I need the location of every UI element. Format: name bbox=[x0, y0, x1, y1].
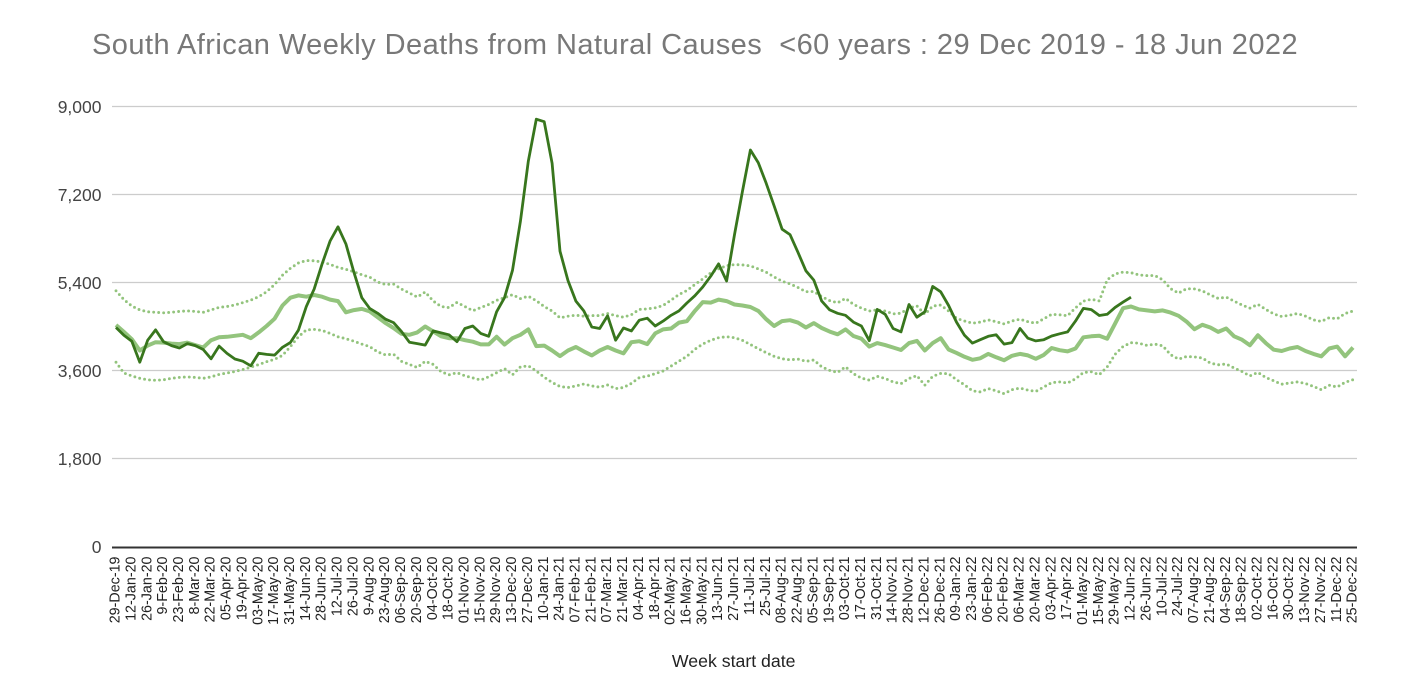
svg-text:1,800: 1,800 bbox=[58, 449, 102, 469]
svg-text:14-Jun-20: 14-Jun-20 bbox=[298, 556, 314, 620]
svg-text:03-Oct-21: 03-Oct-21 bbox=[837, 556, 853, 620]
svg-text:3,600: 3,600 bbox=[58, 361, 102, 381]
svg-text:28-Nov-21: 28-Nov-21 bbox=[901, 556, 917, 623]
svg-text:12-Dec-21: 12-Dec-21 bbox=[916, 556, 932, 623]
svg-text:25-Jul-21: 25-Jul-21 bbox=[758, 556, 774, 616]
svg-text:26-Jun-22: 26-Jun-22 bbox=[1139, 556, 1155, 620]
svg-text:21-Aug-22: 21-Aug-22 bbox=[1202, 556, 1218, 623]
svg-text:18-Apr-21: 18-Apr-21 bbox=[647, 556, 663, 620]
svg-text:29-May-22: 29-May-22 bbox=[1107, 556, 1123, 624]
svg-text:South African Weekly Deaths fr: South African Weekly Deaths from Natural… bbox=[92, 29, 1298, 61]
svg-text:08-Aug-21: 08-Aug-21 bbox=[774, 556, 790, 623]
svg-text:22-Mar-20: 22-Mar-20 bbox=[203, 556, 219, 622]
svg-text:06-Mar-22: 06-Mar-22 bbox=[1012, 556, 1028, 622]
svg-text:03-May-20: 03-May-20 bbox=[250, 556, 266, 624]
svg-text:22-Aug-21: 22-Aug-21 bbox=[790, 556, 806, 623]
svg-text:07-Aug-22: 07-Aug-22 bbox=[1186, 556, 1202, 623]
svg-text:31-Oct-21: 31-Oct-21 bbox=[869, 556, 885, 620]
svg-text:9-Aug-20: 9-Aug-20 bbox=[361, 556, 377, 615]
svg-text:9,000: 9,000 bbox=[58, 97, 102, 117]
svg-text:9-Feb-20: 9-Feb-20 bbox=[155, 556, 171, 614]
svg-text:09-Jan-22: 09-Jan-22 bbox=[948, 556, 964, 620]
svg-text:01-Nov-20: 01-Nov-20 bbox=[457, 556, 473, 623]
svg-text:21-Feb-21: 21-Feb-21 bbox=[583, 556, 599, 622]
svg-text:10-Jan-21: 10-Jan-21 bbox=[536, 556, 552, 620]
svg-text:06-Feb-22: 06-Feb-22 bbox=[980, 556, 996, 622]
svg-text:13-Jun-21: 13-Jun-21 bbox=[710, 556, 726, 620]
svg-text:04-Apr-21: 04-Apr-21 bbox=[631, 556, 647, 620]
svg-text:17-May-20: 17-May-20 bbox=[266, 556, 282, 624]
svg-text:24-Jan-21: 24-Jan-21 bbox=[552, 556, 568, 620]
svg-text:13-Nov-22: 13-Nov-22 bbox=[1297, 556, 1313, 623]
svg-text:28-Jun-20: 28-Jun-20 bbox=[314, 556, 330, 620]
svg-text:16-May-21: 16-May-21 bbox=[679, 556, 695, 624]
svg-text:03-Apr-22: 03-Apr-22 bbox=[1043, 556, 1059, 620]
svg-text:30-May-21: 30-May-21 bbox=[694, 556, 710, 624]
svg-text:17-Apr-22: 17-Apr-22 bbox=[1059, 556, 1075, 620]
svg-text:20-Sep-20: 20-Sep-20 bbox=[409, 556, 425, 623]
svg-text:20-Mar-22: 20-Mar-22 bbox=[1027, 556, 1043, 622]
svg-text:8-Mar-20: 8-Mar-20 bbox=[187, 556, 203, 614]
svg-text:23-Jan-22: 23-Jan-22 bbox=[964, 556, 980, 620]
svg-text:07-Mar-21: 07-Mar-21 bbox=[599, 556, 615, 622]
svg-text:27-Nov-22: 27-Nov-22 bbox=[1313, 556, 1329, 623]
svg-text:11-Dec-22: 11-Dec-22 bbox=[1329, 556, 1345, 622]
svg-text:13-Dec-20: 13-Dec-20 bbox=[504, 556, 520, 623]
svg-text:27-Dec-20: 27-Dec-20 bbox=[520, 556, 536, 623]
svg-text:01-May-22: 01-May-22 bbox=[1075, 556, 1091, 624]
svg-text:29-Nov-20: 29-Nov-20 bbox=[488, 556, 504, 623]
svg-text:17-Oct-21: 17-Oct-21 bbox=[853, 556, 869, 620]
svg-text:19-Apr-20: 19-Apr-20 bbox=[234, 556, 250, 620]
svg-text:19-Sep-21: 19-Sep-21 bbox=[821, 556, 837, 623]
svg-text:12-Jul-20: 12-Jul-20 bbox=[330, 556, 346, 616]
svg-text:15-May-22: 15-May-22 bbox=[1091, 556, 1107, 624]
svg-text:18-Sep-22: 18-Sep-22 bbox=[1234, 556, 1250, 623]
svg-text:14-Nov-21: 14-Nov-21 bbox=[885, 556, 901, 623]
svg-text:26-Dec-21: 26-Dec-21 bbox=[932, 556, 948, 623]
svg-text:05-Apr-20: 05-Apr-20 bbox=[219, 556, 235, 620]
svg-text:07-Feb-21: 07-Feb-21 bbox=[568, 556, 584, 622]
svg-text:02-May-21: 02-May-21 bbox=[663, 556, 679, 624]
svg-text:31-May-20: 31-May-20 bbox=[282, 556, 298, 624]
svg-text:Week start date: Week start date bbox=[672, 651, 796, 671]
svg-text:06-Sep-20: 06-Sep-20 bbox=[393, 556, 409, 623]
svg-text:7,200: 7,200 bbox=[58, 185, 102, 205]
svg-text:20-Feb-22: 20-Feb-22 bbox=[996, 556, 1012, 622]
svg-text:23-Aug-20: 23-Aug-20 bbox=[377, 556, 393, 623]
svg-text:26-Jul-20: 26-Jul-20 bbox=[346, 556, 362, 616]
svg-text:11-Jul-21: 11-Jul-21 bbox=[742, 556, 758, 615]
svg-text:29-Dec-19: 29-Dec-19 bbox=[108, 556, 124, 623]
svg-text:05-Sep-21: 05-Sep-21 bbox=[805, 556, 821, 623]
svg-text:02-Oct-22: 02-Oct-22 bbox=[1250, 556, 1266, 620]
svg-text:15-Nov-20: 15-Nov-20 bbox=[472, 556, 488, 623]
svg-text:18-Oct-20: 18-Oct-20 bbox=[441, 556, 457, 620]
svg-text:25-Dec-22: 25-Dec-22 bbox=[1345, 556, 1361, 623]
svg-text:21-Mar-21: 21-Mar-21 bbox=[615, 556, 631, 622]
svg-text:27-Jun-21: 27-Jun-21 bbox=[726, 556, 742, 620]
svg-text:10-Jul-22: 10-Jul-22 bbox=[1154, 556, 1170, 616]
svg-text:24-Jul-22: 24-Jul-22 bbox=[1170, 556, 1186, 616]
svg-text:12-Jun-22: 12-Jun-22 bbox=[1123, 556, 1139, 620]
svg-text:04-Oct-20: 04-Oct-20 bbox=[425, 556, 441, 620]
svg-text:23-Feb-20: 23-Feb-20 bbox=[171, 556, 187, 622]
svg-text:30-Oct-22: 30-Oct-22 bbox=[1281, 556, 1297, 620]
svg-text:0: 0 bbox=[92, 537, 102, 557]
svg-text:26-Jan-20: 26-Jan-20 bbox=[139, 556, 155, 620]
svg-text:5,400: 5,400 bbox=[58, 273, 102, 293]
svg-text:04-Sep-22: 04-Sep-22 bbox=[1218, 556, 1234, 623]
svg-text:16-Oct-22: 16-Oct-22 bbox=[1265, 556, 1281, 620]
svg-text:12-Jan-20: 12-Jan-20 bbox=[123, 556, 139, 620]
